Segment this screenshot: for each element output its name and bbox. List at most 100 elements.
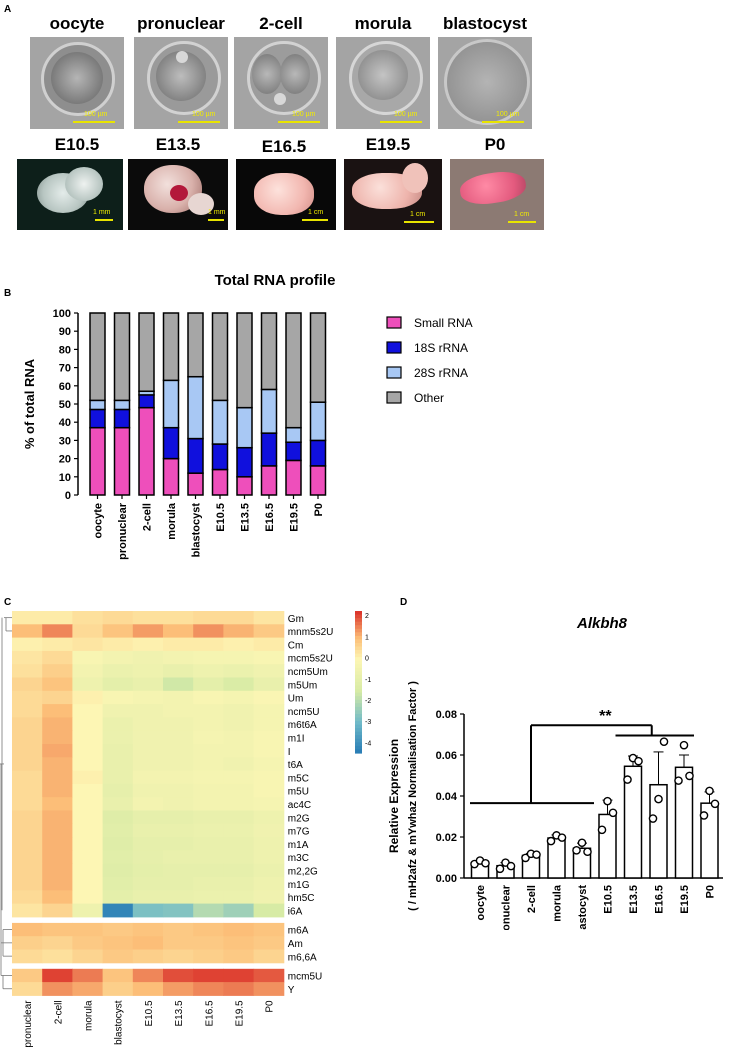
colorbar-segment <box>355 671 362 676</box>
heatmap-cell <box>42 757 73 772</box>
colorbar-tick-label: -4 <box>365 740 371 747</box>
colorbar-segment <box>355 635 362 640</box>
panel-letter-a: A <box>4 4 12 15</box>
row-label: m5U <box>288 787 309 798</box>
data-point <box>532 850 541 859</box>
colorbar-segment <box>355 735 362 740</box>
colorbar-segment <box>355 646 362 651</box>
heatmap-cell <box>72 982 104 996</box>
bar-segment-18s-rrna <box>260 432 278 467</box>
heatmap-cell <box>72 664 104 678</box>
heatmap-cell <box>193 717 224 732</box>
heatmap-cell <box>193 770 224 785</box>
heatmap-cell <box>132 770 164 785</box>
heatmap-cell <box>72 783 104 798</box>
x-tick-label: pronuclear <box>501 884 513 930</box>
heatmap-cell <box>102 949 134 964</box>
heatmap-cell <box>223 730 255 745</box>
heatmap-cell <box>253 949 285 964</box>
data-point <box>557 833 567 842</box>
heatmap-cell <box>72 770 104 785</box>
heatmap-cell <box>163 823 194 838</box>
heatmap-cell <box>72 611 104 625</box>
heatmap-cell <box>163 783 194 798</box>
heatmap-cell <box>102 664 134 678</box>
heatmap-cell <box>132 810 164 825</box>
heatmap-cell <box>72 637 104 652</box>
heatmap-cell <box>223 611 255 625</box>
heatmap-cell <box>12 730 43 745</box>
legend-label: Small RNA <box>414 316 473 330</box>
heatmap-cell <box>163 690 194 705</box>
heatmap-cell <box>12 783 43 798</box>
data-point <box>495 864 505 874</box>
heatmap-cell <box>102 823 134 838</box>
colorbar-tick-label: 0 <box>365 656 369 663</box>
heatmap-cell <box>42 922 73 937</box>
data-point <box>608 808 618 818</box>
blastocyst-micrograph: 100 µm <box>438 37 532 129</box>
heatmap-cell <box>72 797 104 811</box>
heatmap-cell <box>132 936 164 950</box>
colorbar-segment <box>355 642 362 648</box>
panel-letter-b: B <box>4 288 12 299</box>
x-tick-label: E19.5 <box>289 503 301 532</box>
heatmap-cell <box>42 968 73 983</box>
heatmap-cell <box>72 922 104 937</box>
heatmap-cell <box>12 690 43 705</box>
heatmap-cell <box>12 903 43 918</box>
heatmap-cell <box>12 677 43 692</box>
heatmap-cell <box>193 949 224 964</box>
chart-title: Total RNA profile <box>215 272 336 289</box>
bar-segment-other <box>138 312 155 393</box>
x-tick-label: morula <box>552 884 564 922</box>
heatmap-cell <box>193 936 224 950</box>
total-rna-profile-chart: Total RNA profile 0 10 20 30 40 50 60 70 80 90 100%… <box>22 272 473 560</box>
p0-photo: 1 cm <box>450 159 544 230</box>
y-axis-label: Relative Expression <box>387 739 401 853</box>
heatmap-cell <box>132 637 164 652</box>
bar-segment-other <box>309 312 327 403</box>
colorbar-segment <box>355 689 362 694</box>
heatmap-cell <box>102 797 134 811</box>
heatmap-cell <box>193 823 224 838</box>
heatmap-cell <box>102 968 134 983</box>
heatmap-cell <box>72 877 104 891</box>
row-label: m5C <box>288 773 309 784</box>
heatmap-cell <box>223 744 255 758</box>
row-label: m6A <box>288 926 309 937</box>
heatmap-cell <box>42 863 73 878</box>
heatmap-cell <box>72 823 104 838</box>
bar-segment-other <box>89 312 106 402</box>
heatmap-cell <box>102 730 134 745</box>
data-point <box>623 775 632 784</box>
heatmap-cell <box>42 770 73 785</box>
heatmap-cell <box>253 690 285 705</box>
bar-segment-18s-rrna <box>285 441 302 462</box>
data-point <box>634 756 643 766</box>
heatmap-cell <box>102 611 134 625</box>
e13-5-photo: 1 mm <box>128 159 228 230</box>
y-tick-label: 0.08 <box>436 709 457 721</box>
heatmap-cell <box>223 922 255 937</box>
heatmap-cell <box>12 823 43 838</box>
heatmap-cell <box>163 890 194 905</box>
heatmap-cell <box>132 837 164 851</box>
bar-segment-28s-rrna <box>187 375 204 440</box>
heatmap-cell <box>132 664 164 678</box>
row-label: m6t6A <box>288 720 317 731</box>
data-point <box>659 737 669 746</box>
heatmap-cell <box>42 837 73 851</box>
data-point <box>679 740 689 750</box>
heatmap-cell <box>12 850 43 865</box>
x-tick-label: E10.5 <box>215 503 227 532</box>
heatmap-cell <box>253 783 285 798</box>
heatmap-cell <box>102 863 134 878</box>
row-label: m5Um <box>288 680 317 691</box>
x-tick-label: E13.5 <box>240 503 252 532</box>
heatmap-cell <box>132 783 164 798</box>
heatmap-cell <box>72 650 104 665</box>
x-tick-label: blastocyst <box>577 885 589 930</box>
heatmap-cell <box>12 877 43 891</box>
data-point <box>577 838 587 848</box>
